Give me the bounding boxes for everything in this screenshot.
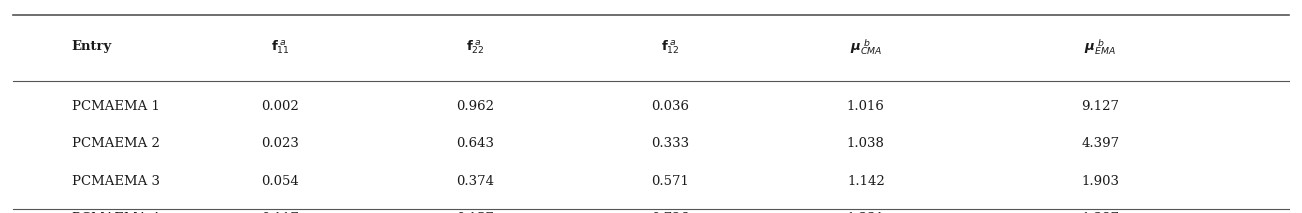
Text: $\mathbf{f}_{12}^{\ a}$: $\mathbf{f}_{12}^{\ a}$ xyxy=(661,38,680,56)
Text: 1.142: 1.142 xyxy=(848,174,884,188)
Text: 0.571: 0.571 xyxy=(651,174,690,188)
Text: PCMAEMA 2: PCMAEMA 2 xyxy=(72,137,159,150)
Text: 1.903: 1.903 xyxy=(1081,174,1120,188)
Text: 1.038: 1.038 xyxy=(846,137,885,150)
Text: 0.374: 0.374 xyxy=(456,174,495,188)
Text: 1.016: 1.016 xyxy=(846,100,885,113)
Text: 0.962: 0.962 xyxy=(456,100,495,113)
Text: 9.127: 9.127 xyxy=(1081,100,1120,113)
Text: 0.333: 0.333 xyxy=(651,137,690,150)
Text: 0.157: 0.157 xyxy=(456,212,495,213)
Text: 1.387: 1.387 xyxy=(1081,212,1120,213)
Text: 0.643: 0.643 xyxy=(456,137,495,150)
Text: 0.002: 0.002 xyxy=(262,100,298,113)
Text: 1.331: 1.331 xyxy=(846,212,885,213)
Text: 0.117: 0.117 xyxy=(260,212,299,213)
Text: $\mathbf{f}_{11}^{\ a}$: $\mathbf{f}_{11}^{\ a}$ xyxy=(271,38,289,56)
Text: $\mathbf{f}_{22}^{\ a}$: $\mathbf{f}_{22}^{\ a}$ xyxy=(466,38,484,56)
Text: Entry: Entry xyxy=(72,40,112,53)
Text: $\boldsymbol{\mu}_{CMA}^{\ b}$: $\boldsymbol{\mu}_{CMA}^{\ b}$ xyxy=(850,37,881,57)
Text: 0.036: 0.036 xyxy=(651,100,690,113)
Text: PCMAEMA 4: PCMAEMA 4 xyxy=(72,212,159,213)
Text: PCMAEMA 3: PCMAEMA 3 xyxy=(72,174,160,188)
Text: $\boldsymbol{\mu}_{EMA}^{\ b}$: $\boldsymbol{\mu}_{EMA}^{\ b}$ xyxy=(1085,37,1116,57)
Text: 0.054: 0.054 xyxy=(262,174,298,188)
Text: 0.023: 0.023 xyxy=(260,137,299,150)
Text: 4.397: 4.397 xyxy=(1081,137,1120,150)
Text: PCMAEMA 1: PCMAEMA 1 xyxy=(72,100,159,113)
Text: 0.726: 0.726 xyxy=(651,212,690,213)
